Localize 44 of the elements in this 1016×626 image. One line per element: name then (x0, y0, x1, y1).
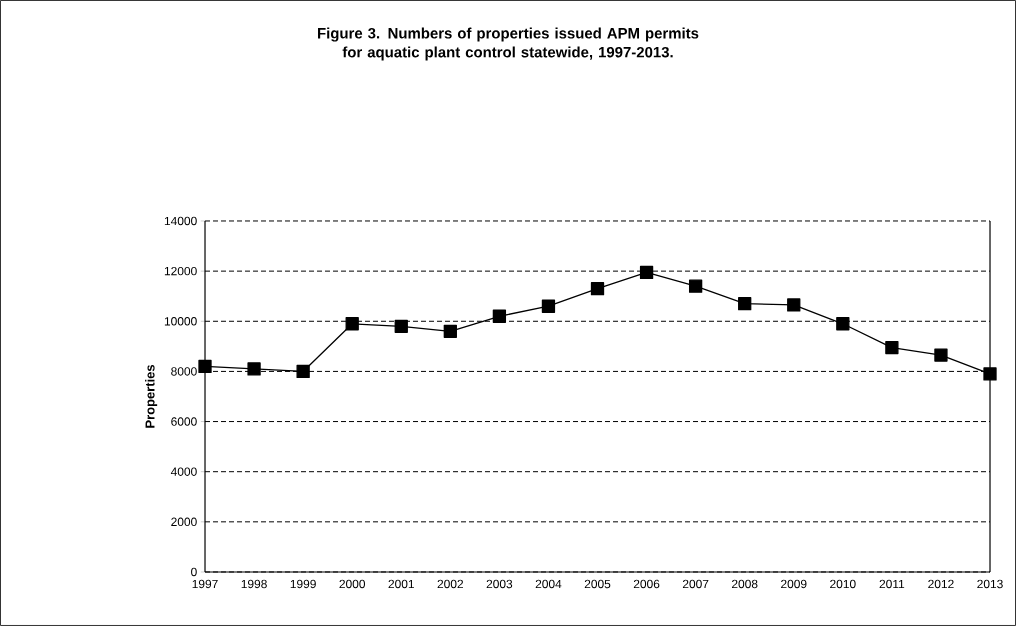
chart-title: Figure 3. Numbers of properties issued APM permits for aquatic plant control statewide, 1997-2013. (318, 27, 699, 61)
y-tick-label: 8000 (171, 367, 197, 376)
point (590, 282, 605, 296)
y-tick-label: 0 (191, 567, 197, 577)
x-tick-label: 1997 (192, 579, 218, 589)
x-tick-label: 2006 (633, 579, 660, 589)
x-tick-label: 2004 (535, 579, 562, 589)
x-tick-label: 2011 (879, 579, 905, 589)
point (492, 309, 507, 323)
x-tick-label: 2012 (928, 579, 954, 589)
point (198, 359, 212, 374)
y-tick-label: 4000 (170, 467, 197, 476)
point (541, 299, 556, 313)
point (296, 364, 310, 379)
y-tick-label: 12000 (164, 266, 197, 276)
y-tick-label: 14000 (164, 216, 197, 226)
point (836, 317, 850, 331)
y-tick-label: 10000 (164, 317, 197, 326)
x-tick-label: 2010 (830, 579, 856, 589)
x-tick-label: 2007 (682, 579, 709, 589)
x-tick-label: 2009 (781, 579, 807, 589)
y-axis-title: Properties (145, 364, 158, 428)
x-tick-label: 1998 (241, 579, 267, 589)
point (738, 297, 752, 311)
point (394, 319, 408, 333)
y-tick-label: 2000 (171, 517, 197, 527)
x-tick-label: 2005 (584, 579, 611, 589)
point (639, 265, 654, 280)
x-tick-label: 2002 (437, 579, 464, 589)
x-tick-label: 2001 (388, 579, 414, 589)
x-tick-label: 2008 (731, 579, 758, 589)
point (983, 367, 997, 381)
point (934, 348, 948, 362)
point (345, 317, 359, 331)
point (443, 324, 457, 338)
point (247, 362, 261, 376)
x-tick-label: 2013 (977, 579, 1003, 589)
x-tick-label: 2003 (486, 579, 513, 589)
point (787, 298, 801, 312)
x-tick-label: 1999 (290, 579, 316, 589)
point (885, 340, 899, 355)
point (688, 279, 703, 293)
x-tick-label: 2000 (339, 579, 366, 589)
y-tick-label: 6000 (171, 417, 197, 426)
